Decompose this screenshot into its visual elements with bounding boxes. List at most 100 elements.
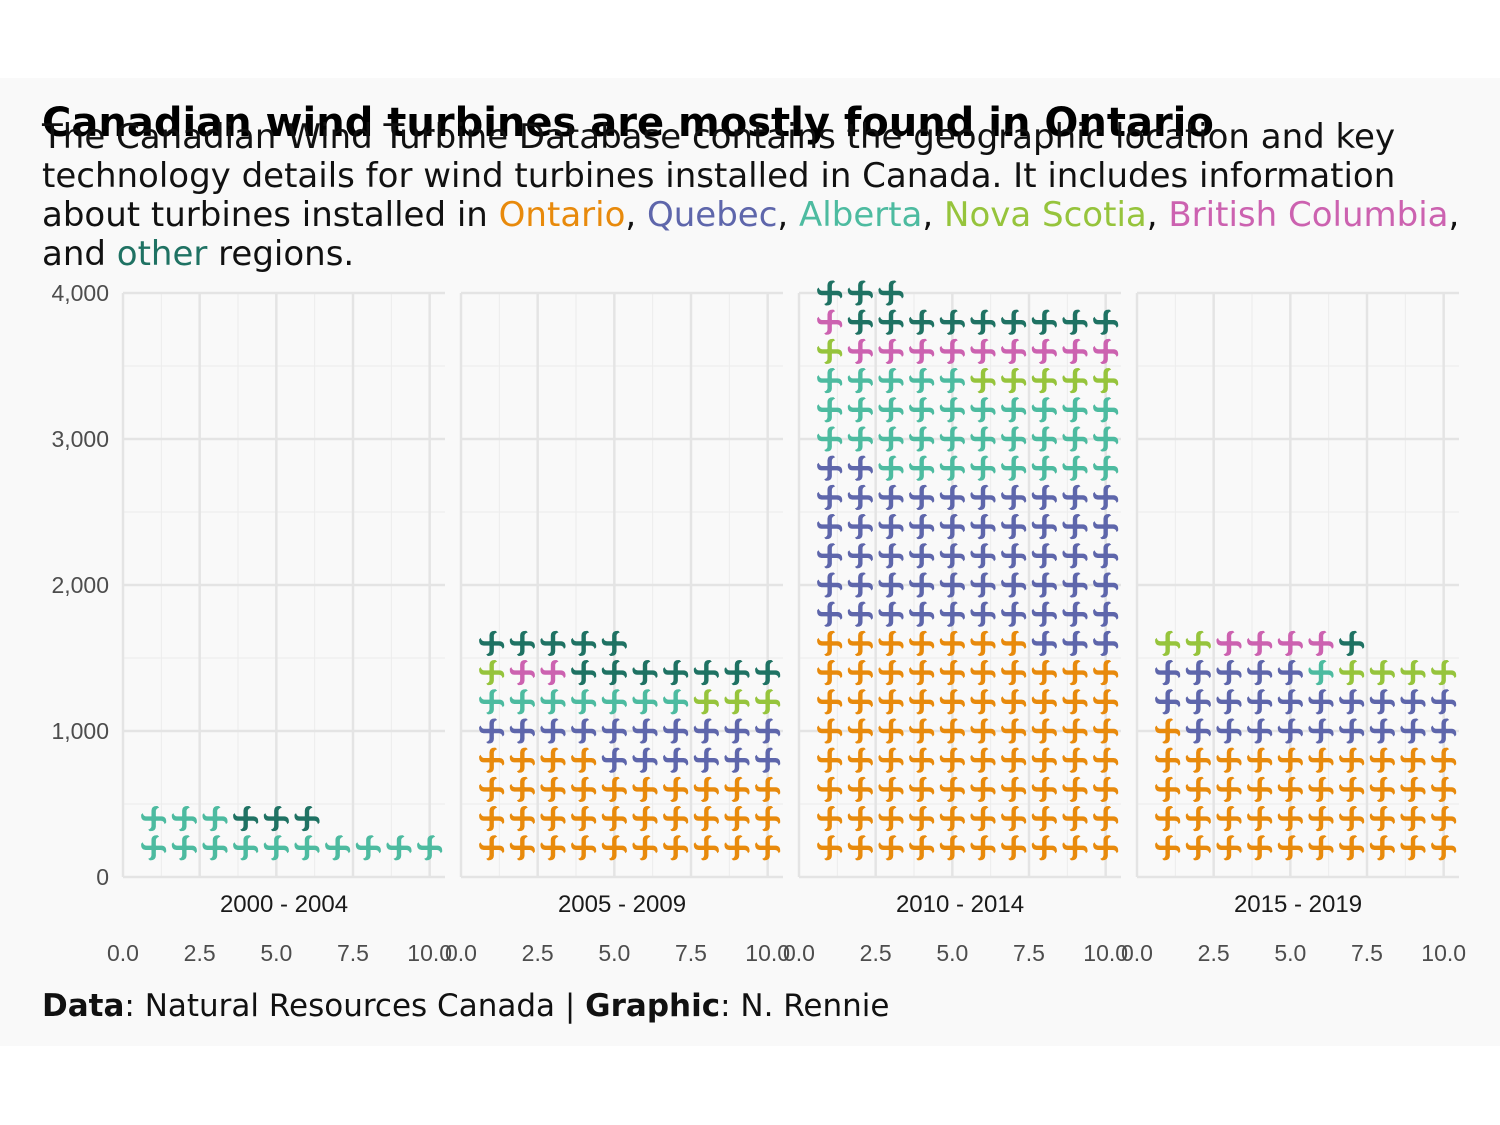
turbine-icon bbox=[1062, 747, 1088, 773]
turbine-icon bbox=[878, 368, 904, 394]
turbine-hub bbox=[1010, 377, 1017, 384]
turbine-icon bbox=[847, 338, 873, 364]
turbine-icon bbox=[1001, 368, 1027, 394]
turbine-icon bbox=[693, 835, 719, 861]
turbine-hub bbox=[1041, 786, 1048, 793]
turbine-icon bbox=[1369, 835, 1395, 861]
turbine-icon bbox=[663, 776, 689, 802]
x-tick-label: 10.0 bbox=[407, 940, 452, 966]
turbine-icon bbox=[878, 718, 904, 744]
turbine-icon bbox=[1308, 630, 1334, 656]
turbine-hub bbox=[1010, 844, 1017, 851]
turbine-icon bbox=[1062, 338, 1088, 364]
turbine-icon bbox=[601, 747, 627, 773]
turbine-icon bbox=[325, 835, 351, 861]
turbine-hub bbox=[1287, 786, 1294, 793]
turbine-hub bbox=[1102, 698, 1109, 705]
turbine-icon bbox=[939, 484, 965, 510]
turbine-icon bbox=[909, 543, 935, 569]
turbine-icon bbox=[1031, 660, 1057, 686]
turbine-hub bbox=[641, 669, 649, 676]
turbine-hub bbox=[1041, 435, 1048, 443]
turbine-hub bbox=[918, 815, 925, 822]
turbine-hub bbox=[672, 815, 679, 822]
turbine-hub bbox=[611, 757, 618, 764]
turbine-icon bbox=[1001, 397, 1027, 423]
turbine-icon bbox=[1062, 543, 1088, 569]
turbine-hub bbox=[1440, 786, 1447, 793]
turbine-icon bbox=[509, 689, 535, 715]
turbine-hub bbox=[857, 581, 864, 589]
turbine-hub bbox=[857, 786, 864, 793]
turbine-icon bbox=[294, 806, 320, 832]
x-tick-label: 0.0 bbox=[1121, 940, 1153, 966]
turbine-icon bbox=[847, 747, 873, 773]
turbine-hub bbox=[764, 669, 771, 676]
turbine-hub bbox=[918, 669, 925, 676]
turbine-icon bbox=[878, 309, 904, 335]
turbine-hub bbox=[365, 844, 372, 851]
turbine-icon bbox=[817, 484, 843, 510]
turbine-icon bbox=[1031, 338, 1057, 364]
turbine-hub bbox=[1041, 494, 1048, 501]
turbine-icon bbox=[1185, 776, 1211, 802]
turbine-icon bbox=[1093, 426, 1119, 452]
turbine-icon bbox=[909, 776, 935, 802]
turbine-icon bbox=[1031, 397, 1057, 423]
turbine-hub bbox=[1041, 581, 1048, 589]
subtitle-region-ontario: Ontario bbox=[498, 195, 626, 235]
chart-title: Canadian wind turbines are mostly found … bbox=[42, 100, 1214, 146]
turbine-hub bbox=[273, 844, 280, 851]
turbine-hub bbox=[1379, 757, 1386, 764]
turbine-icon bbox=[1216, 718, 1242, 744]
turbine-icon bbox=[1216, 835, 1242, 861]
turbine-icon bbox=[693, 806, 719, 832]
turbine-hub bbox=[1287, 698, 1294, 705]
turbine-icon bbox=[509, 718, 535, 744]
turbine-hub bbox=[826, 319, 833, 326]
turbine-icon bbox=[1400, 835, 1426, 861]
x-tick-label: 5.0 bbox=[936, 940, 968, 966]
turbine-hub bbox=[857, 494, 864, 501]
turbine-hub bbox=[857, 815, 864, 822]
turbine-icon bbox=[693, 660, 719, 686]
turbine-hub bbox=[826, 669, 833, 676]
turbine-hub bbox=[1041, 348, 1048, 355]
turbine-hub bbox=[764, 757, 771, 764]
turbine-icon bbox=[693, 776, 719, 802]
turbine-icon bbox=[1062, 630, 1088, 656]
turbine-hub bbox=[303, 844, 311, 851]
turbine-icon bbox=[479, 630, 505, 656]
turbine-hub bbox=[857, 698, 864, 705]
turbine-icon bbox=[939, 572, 965, 598]
turbine-icon bbox=[632, 747, 658, 773]
caption-data-value: : Natural Resources Canada | bbox=[124, 988, 586, 1024]
turbine-icon bbox=[970, 718, 996, 744]
turbine-hub bbox=[1225, 815, 1233, 822]
turbine-hub bbox=[887, 494, 895, 501]
turbine-icon bbox=[909, 689, 935, 715]
turbine-icon bbox=[509, 806, 535, 832]
turbine-hub bbox=[949, 552, 956, 559]
turbine-hub bbox=[857, 377, 864, 384]
turbine-hub bbox=[979, 669, 987, 676]
turbine-icon bbox=[878, 806, 904, 832]
turbine-icon bbox=[1277, 806, 1303, 832]
turbine-icon bbox=[847, 484, 873, 510]
turbine-hub bbox=[979, 377, 987, 384]
turbine-hub bbox=[488, 844, 495, 851]
turbine-hub bbox=[949, 377, 956, 384]
turbine-hub bbox=[1102, 523, 1109, 530]
turbine-icon bbox=[1308, 718, 1334, 744]
turbine-hub bbox=[580, 757, 587, 764]
turbine-hub bbox=[488, 640, 495, 647]
turbine-icon bbox=[847, 806, 873, 832]
turbine-icon bbox=[171, 806, 197, 832]
turbine-icon bbox=[970, 806, 996, 832]
turbine-hub bbox=[949, 523, 956, 530]
turbine-hub bbox=[857, 523, 864, 530]
turbine-icon bbox=[1277, 776, 1303, 802]
turbine-icon bbox=[1093, 660, 1119, 686]
turbine-hub bbox=[887, 640, 895, 647]
turbine-icon bbox=[878, 660, 904, 686]
